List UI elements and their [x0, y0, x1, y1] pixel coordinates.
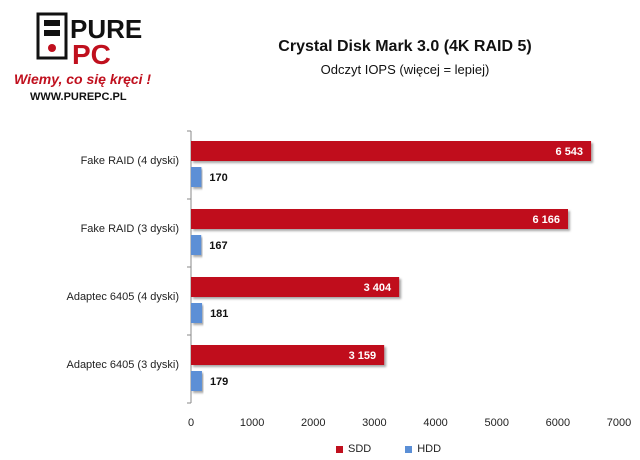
bar-hdd-value-label: 181: [210, 308, 228, 320]
logo-slogan: Wiemy, co się kręci !: [14, 71, 151, 87]
bar-sdd-value-label: 3 404: [364, 282, 392, 294]
bar-sdd: [191, 345, 385, 365]
bar-sdd: [191, 209, 569, 229]
legend-item-sdd: SDD: [336, 443, 371, 455]
chart-title: Crystal Disk Mark 3.0 (4K RAID 5): [278, 38, 532, 55]
bar-hdd-value-label: 167: [209, 240, 227, 252]
bar-sdd: [191, 141, 592, 161]
legend-swatch-sdd: [336, 445, 343, 453]
bar-sdd-value-label: 3 159: [349, 350, 377, 362]
bar-sdd: [191, 277, 400, 297]
x-tick-label: 0: [188, 417, 194, 429]
logo-brand-bottom: PC: [72, 39, 111, 70]
category-label: Fake RAID (4 dyski): [81, 155, 179, 167]
category-label: Adaptec 6405 (4 dyski): [66, 291, 179, 303]
bar-hdd-value-label: 170: [209, 172, 227, 184]
bar-sdd-value-label: 6 166: [532, 214, 560, 226]
x-tick-label: 6000: [546, 417, 570, 429]
chart-legend: SDD HDD: [336, 443, 441, 455]
x-tick-label: 2000: [301, 417, 325, 429]
legend-label-sdd: SDD: [348, 443, 372, 455]
category-label: Adaptec 6405 (3 dyski): [66, 359, 179, 371]
logo-brand-top: PURE: [70, 14, 142, 44]
bar-sdd-value-label: 6 543: [556, 146, 584, 158]
legend-swatch-hdd: [405, 445, 413, 453]
bar-hdd: [191, 167, 202, 187]
bar-hdd-value-label: 179: [210, 376, 228, 388]
bar-hdd: [191, 303, 203, 323]
x-tick-label: 3000: [362, 417, 386, 429]
legend-label-hdd: HDD: [417, 443, 442, 455]
computer-case-icon: [36, 12, 68, 60]
bar-hdd: [191, 371, 202, 391]
category-label: Fake RAID (3 dyski): [81, 223, 179, 235]
legend-item-hdd: HDD: [405, 443, 441, 455]
bar-hdd: [191, 235, 202, 255]
x-tick-label: 1000: [240, 417, 264, 429]
purepc-logo: PURE PC Wiemy, co się kręci ! WWW.PUREPC…: [14, 12, 151, 103]
x-tick-label: 4000: [423, 417, 447, 429]
x-tick-label: 7000: [607, 417, 631, 429]
logo-site: WWW.PUREPC.PL: [30, 91, 127, 103]
x-tick-label: 5000: [484, 417, 508, 429]
chart-subtitle: Odczyt IOPS (więcej = lepiej): [320, 62, 490, 77]
